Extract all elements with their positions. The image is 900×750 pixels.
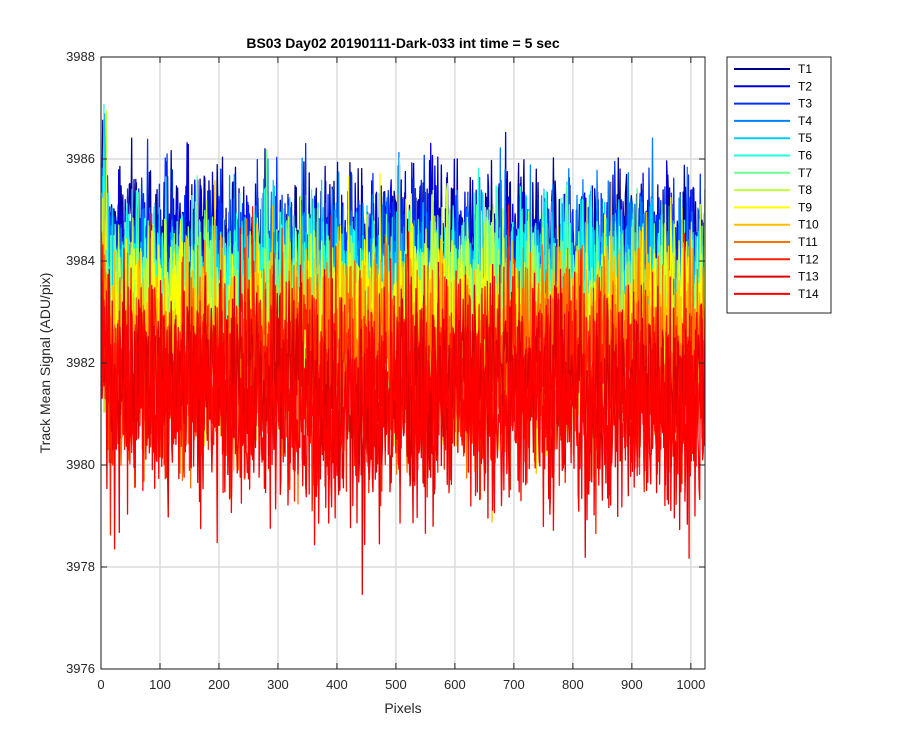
legend-label-t4: T4	[798, 114, 812, 128]
y-tick-label: 3988	[66, 49, 95, 64]
legend-label-t7: T7	[798, 166, 812, 180]
x-tick-label: 300	[267, 677, 289, 692]
legend-label-t6: T6	[798, 149, 812, 163]
legend-label-t1: T1	[798, 62, 812, 76]
x-axis-label: Pixels	[384, 700, 421, 716]
chart-title: BS03 Day02 20190111-Dark-033 int time = …	[246, 35, 559, 51]
legend-label-t11: T11	[798, 235, 818, 249]
legend: T1 T2 T3 T4 T5 T6 T7 T8 T9 T10 T11 T12 T13 T14	[726, 56, 832, 314]
x-tick-label: 0	[97, 677, 104, 692]
x-tick-label: 600	[444, 677, 466, 692]
y-axis-label: Track Mean Signal (ADU/pix)	[37, 273, 53, 454]
legend-label-t3: T3	[798, 97, 812, 111]
legend-label-t8: T8	[798, 183, 812, 197]
x-tick-label: 200	[208, 677, 230, 692]
legend-label-t12: T12	[798, 252, 819, 266]
x-tick-label: 400	[326, 677, 348, 692]
series-lines	[101, 103, 705, 596]
y-tick-label: 3982	[66, 355, 95, 370]
legend-label-t2: T2	[798, 79, 812, 93]
y-tick-label: 3978	[66, 559, 95, 574]
y-tick-label: 3986	[66, 151, 95, 166]
legend-label-t13: T13	[798, 270, 819, 284]
y-tick-label: 3980	[66, 457, 95, 472]
legend-label-t10: T10	[798, 218, 819, 232]
legend-label-t5: T5	[798, 131, 812, 145]
series-line-t14	[101, 231, 705, 559]
y-tick-label: 3984	[66, 253, 95, 268]
x-tick-label: 900	[621, 677, 643, 692]
y-tick-label: 3976	[66, 661, 95, 676]
ticks: 0 100 200 300 400 500 600 700 800 900 1000 3976 3978…	[66, 49, 705, 692]
legend-box	[726, 56, 832, 314]
x-tick-label: 500	[385, 677, 407, 692]
x-tick-label: 1000	[676, 677, 705, 692]
legend-label-t14: T14	[798, 287, 819, 301]
x-tick-label: 100	[149, 677, 171, 692]
x-tick-label: 800	[562, 677, 584, 692]
legend-label-t9: T9	[798, 200, 812, 214]
x-tick-label: 700	[503, 677, 525, 692]
